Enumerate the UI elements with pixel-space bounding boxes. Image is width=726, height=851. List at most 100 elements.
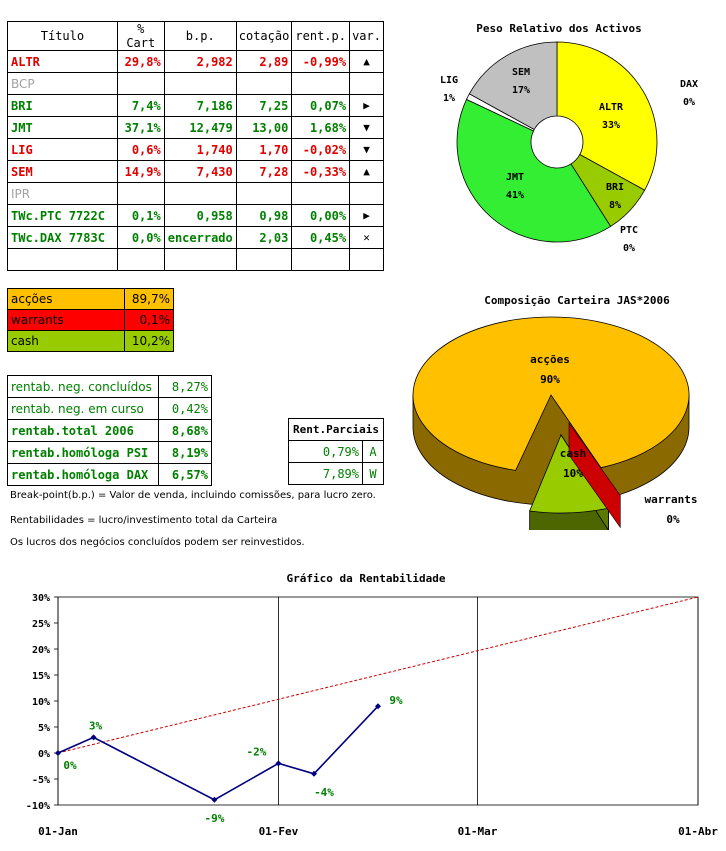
pie1-slice [556,41,658,191]
allocation-value: 10,2% [124,330,174,352]
returns-label: rentab.total 2006 [7,419,159,442]
holding-rent [291,248,351,271]
y-tick-label: 10% [32,697,50,708]
returns-value: 0,42% [158,397,212,420]
holding-rent: -0,99% [291,50,351,73]
returns-row: rentab. neg. em curso 0,42% [7,397,212,420]
holding-row: TWc.DAX 7783C 0,0% encerrado 2,03 0,45% ✕ [7,226,384,249]
holding-title: SEM [7,160,118,183]
holding-cart: 37,1% [116,116,165,139]
pie1-slice-value: 1% [443,93,455,104]
pie1-slice-value: 0% [683,97,695,108]
partial-tag: A [362,440,384,463]
holding-rent [291,72,351,95]
partial-header: Rent.Parciais [288,418,384,441]
allocation-value: 89,7% [124,288,174,310]
holding-cotacao: 2,89 [235,50,293,73]
holding-title: TWc.DAX 7783C [7,226,118,249]
holding-cotacao: 0,98 [235,204,293,227]
returns-value: 8,27% [158,375,212,398]
allocation-label: acções [7,288,125,310]
allocation-label: cash [7,330,125,352]
col-cotacao: cotação [235,21,293,51]
holding-bp [163,182,237,205]
holding-title: BRI [7,94,118,117]
returns-point [311,770,317,777]
allocation-value: 0,1% [124,309,174,331]
allocation-label: warrants [7,309,125,331]
holding-title [7,248,118,271]
pie2-title: Composição Carteira JAS*2006 [484,294,670,307]
pie1-slice-label: SEM [512,67,530,78]
pie1-slice-value: 8% [609,200,621,211]
point-label: 3% [89,719,103,732]
allocation-row: acções 89,7% [7,288,174,310]
trend-line [57,596,699,754]
returns-label: rentab.homóloga PSI [7,441,159,464]
note-rentabilidades: Rentabilidades = lucro/investimento tota… [10,515,278,526]
x-tick-label: 01-Jan [38,825,78,838]
holding-title: ALTR [7,50,118,73]
holding-row: SEM 14,9% 7,430 7,28 -0,33% ▲ [7,160,384,183]
x-tick-label: 01-Abr [678,825,718,838]
allocation-table: acções 89,7% warrants 0,1% cash 10,2% [7,288,174,352]
returns-point [55,750,61,756]
holdings-header-row: Título % Cart b.p. cotação rent.p. var. [7,21,384,51]
returns-label: rentab. neg. concluídos [7,375,159,398]
returns-row: rentab.total 2006 8,68% [7,419,212,442]
holding-cart [116,72,165,95]
pie2-slice-label: warrants [645,493,698,506]
returns-point [375,703,381,710]
returns-value: 6,57% [158,463,212,486]
partial-value: 0,79% [288,440,363,463]
returns-row: rentab.homóloga DAX 6,57% [7,463,212,486]
y-tick-label: 5% [38,723,50,734]
pie2-slice [568,422,621,529]
holding-bp: 12,479 [163,116,237,139]
returns-label: rentab.homóloga DAX [7,463,159,486]
holding-var-icon [349,182,384,205]
pie-chart-assets: Peso Relativo dos Activos ALTR 33% BRI 8% PT… [440,22,698,254]
holding-var-icon [349,72,384,95]
col-cart: % Cart [116,21,165,51]
pie1-slice-label: JMT [506,172,524,183]
holding-cotacao: 7,28 [235,160,293,183]
holding-row: IPR [7,182,384,205]
holding-bp [163,72,237,95]
holding-title: LIG [7,138,118,161]
col-var: var. [349,21,384,51]
pie1-slice-value: 33% [602,120,620,131]
holding-cotacao: 2,03 [235,226,293,249]
holding-cart: 0,0% [116,226,165,249]
holding-cotacao: 7,25 [235,94,293,117]
note-breakpoint: Break-point(b.p.) = Valor de venda, incl… [10,490,376,501]
point-label: -4% [314,786,334,799]
returns-table: rentab. neg. concluídos 8,27% rentab. neg.… [7,375,212,486]
pie1-title: Peso Relativo dos Activos [476,22,642,35]
line-chart-returns: Gráfico da Rentabilidade 01-Jan 01-Fev 01-… [26,572,718,838]
y-tick-label: 30% [32,593,50,604]
holding-cart: 14,9% [116,160,165,183]
col-titulo: Título [7,21,118,51]
y-tick-label: -5% [32,775,50,786]
holding-title: IPR [7,182,118,205]
point-label: -2% [247,745,267,758]
pie1-slice-value: 0% [623,243,635,254]
plot-area [57,596,699,806]
x-tick-label: 01-Mar [458,825,498,838]
holding-var-icon: ▼ [349,138,384,161]
holding-row: LIG 0,6% 1,740 1,70 -0,02% ▼ [7,138,384,161]
allocation-row: warrants 0,1% [7,309,174,331]
x-tick-label: 01-Fev [259,825,299,838]
y-tick-label: -10% [26,801,50,812]
pie2-slice-value: 0% [666,513,680,526]
holding-title: BCP [7,72,118,95]
pie2-slice-value: 90% [540,373,560,386]
holding-row [7,248,384,271]
holding-bp: 7,430 [163,160,237,183]
point-label: -9% [205,812,225,825]
holding-cotacao [235,182,293,205]
holding-var-icon: ✕ [349,226,384,249]
holding-rent: 1,68% [291,116,351,139]
holding-cart: 7,4% [116,94,165,117]
